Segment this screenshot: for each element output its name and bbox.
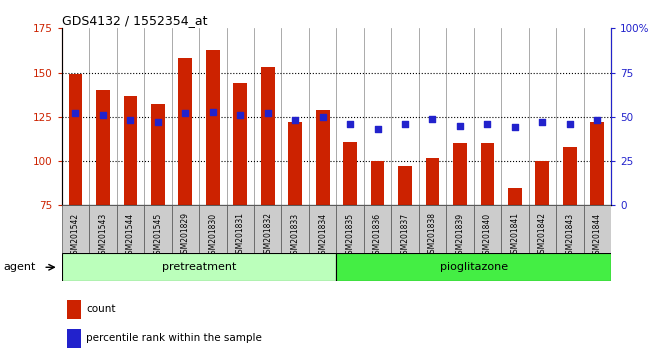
Text: GSM201839: GSM201839 [456,212,465,259]
Text: pioglitazone: pioglitazone [439,262,508,272]
Text: percentile rank within the sample: percentile rank within the sample [86,333,263,343]
Text: GSM201844: GSM201844 [593,212,602,259]
Bar [261,67,274,205]
Bar [289,122,302,205]
Bar [309,205,337,253]
Bar [117,205,144,253]
Bar [501,205,528,253]
Text: GSM201542: GSM201542 [71,212,80,259]
Text: GSM201829: GSM201829 [181,212,190,258]
Text: GSM201842: GSM201842 [538,212,547,258]
Bar [151,104,164,205]
Bar [398,166,412,205]
Bar [227,205,254,253]
Bar [172,205,199,253]
Text: GSM201836: GSM201836 [373,212,382,259]
Text: GSM201832: GSM201832 [263,212,272,258]
Point [235,112,246,118]
Point [537,119,547,125]
Text: GSM201544: GSM201544 [126,212,135,259]
Point [207,109,218,114]
Text: GSM201545: GSM201545 [153,212,162,259]
Text: GSM201838: GSM201838 [428,212,437,258]
Bar [474,205,501,253]
Point [345,121,356,127]
Point [70,110,81,116]
Text: GSM201837: GSM201837 [400,212,410,259]
Bar [419,205,446,253]
Text: GSM201841: GSM201841 [510,212,519,258]
Text: agent: agent [3,262,36,272]
Bar [536,161,549,205]
Point [290,118,300,123]
Text: count: count [86,304,116,314]
Text: GSM201835: GSM201835 [346,212,355,259]
Point [565,121,575,127]
Point [592,118,603,123]
Bar [233,83,247,205]
Bar [590,122,604,205]
Point [510,125,520,130]
Text: GSM201831: GSM201831 [236,212,245,258]
Bar [89,205,117,253]
Bar [96,90,110,205]
Bar [281,205,309,253]
Bar [446,205,474,253]
Point [180,110,190,116]
Bar [453,143,467,205]
Bar [528,205,556,253]
Bar [480,143,494,205]
Text: pretreatment: pretreatment [162,262,236,272]
Bar [337,253,611,281]
Bar [254,205,281,253]
Point [482,121,493,127]
Bar [426,158,439,205]
Point [317,114,328,120]
Point [263,110,273,116]
Bar [62,253,337,281]
Bar [508,188,522,205]
Text: GSM201834: GSM201834 [318,212,327,259]
Bar [364,205,391,253]
Text: GSM201543: GSM201543 [98,212,107,259]
Bar [370,161,384,205]
Point [98,112,108,118]
Point [125,118,136,123]
Bar [343,142,357,205]
Bar [69,74,83,205]
Bar [556,205,584,253]
Point [400,121,410,127]
Point [153,119,163,125]
Bar [199,205,227,253]
Bar [206,50,220,205]
Bar [144,205,172,253]
Bar [391,205,419,253]
Point [427,116,437,121]
Point [455,123,465,129]
Bar [563,147,577,205]
Bar [337,205,364,253]
Bar [179,58,192,205]
Text: GSM201833: GSM201833 [291,212,300,259]
Text: GSM201840: GSM201840 [483,212,492,259]
Text: GSM201843: GSM201843 [566,212,575,259]
Bar [124,96,137,205]
Bar [67,300,81,319]
Point [372,126,383,132]
Text: GDS4132 / 1552354_at: GDS4132 / 1552354_at [62,14,207,27]
Bar [67,329,81,348]
Text: GSM201830: GSM201830 [208,212,217,259]
Bar [584,205,611,253]
Bar [316,110,330,205]
Bar [62,205,89,253]
